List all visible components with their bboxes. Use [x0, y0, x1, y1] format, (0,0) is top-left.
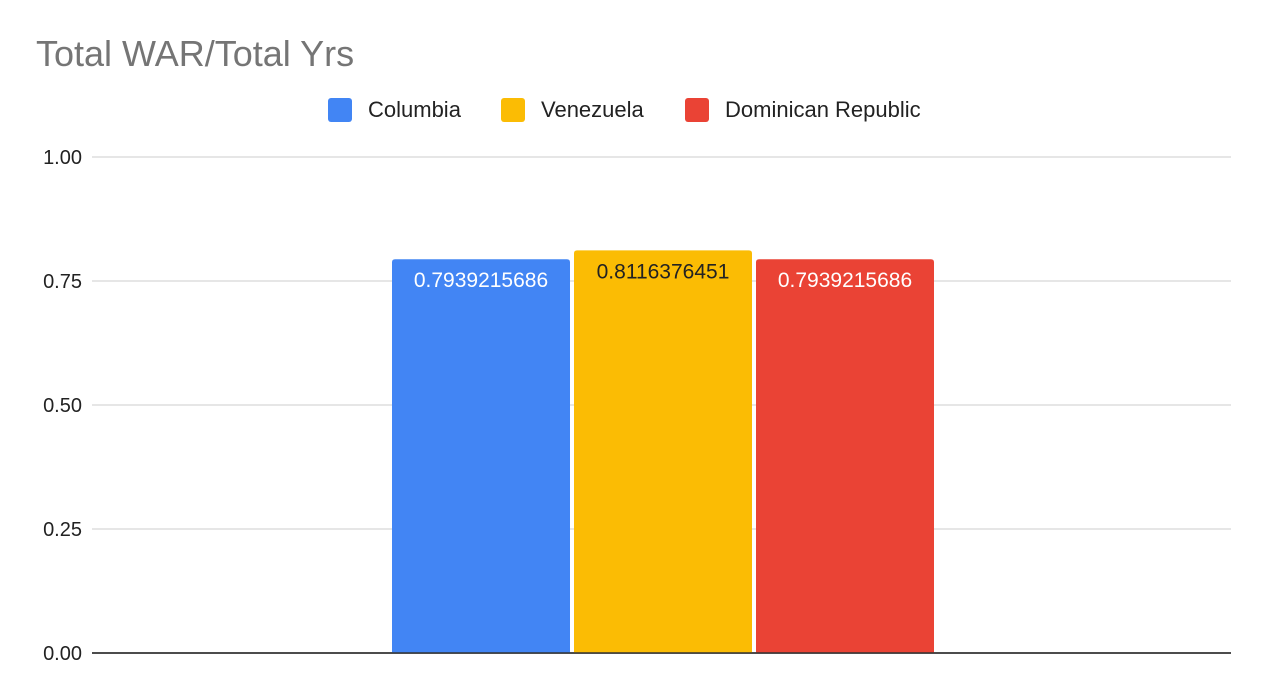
legend-label: Columbia	[368, 97, 462, 122]
y-tick-label: 0.75	[43, 271, 82, 293]
legend-swatch	[501, 98, 525, 122]
legend-label: Venezuela	[541, 97, 645, 122]
bar-venezuela	[574, 250, 752, 653]
data-label: 0.7939215686	[414, 269, 548, 292]
data-label: 0.8116376451	[597, 260, 730, 283]
y-tick-label: 0.00	[43, 643, 82, 665]
bar-columbia	[392, 259, 570, 653]
legend-swatch	[328, 98, 352, 122]
y-axis: 0.00 0.25 0.50 0.75 1.00	[43, 147, 82, 665]
chart-title: Total WAR/Total Yrs	[36, 33, 354, 74]
legend-item-dominican-republic: Dominican Republic	[685, 97, 921, 122]
bars	[92, 250, 1231, 654]
legend-label: Dominican Republic	[725, 97, 921, 122]
y-tick-label: 0.25	[43, 519, 82, 541]
y-tick-label: 1.00	[43, 147, 82, 169]
data-labels: 0.7939215686 0.8116376451 0.7939215686	[414, 260, 912, 292]
legend-item-venezuela: Venezuela	[501, 97, 645, 122]
legend-item-columbia: Columbia	[328, 97, 462, 122]
legend: Columbia Venezuela Dominican Republic	[328, 97, 921, 122]
data-label: 0.7939215686	[778, 269, 912, 292]
y-tick-label: 0.50	[43, 395, 82, 417]
legend-swatch	[685, 98, 709, 122]
bar-dominican-republic	[756, 259, 934, 653]
